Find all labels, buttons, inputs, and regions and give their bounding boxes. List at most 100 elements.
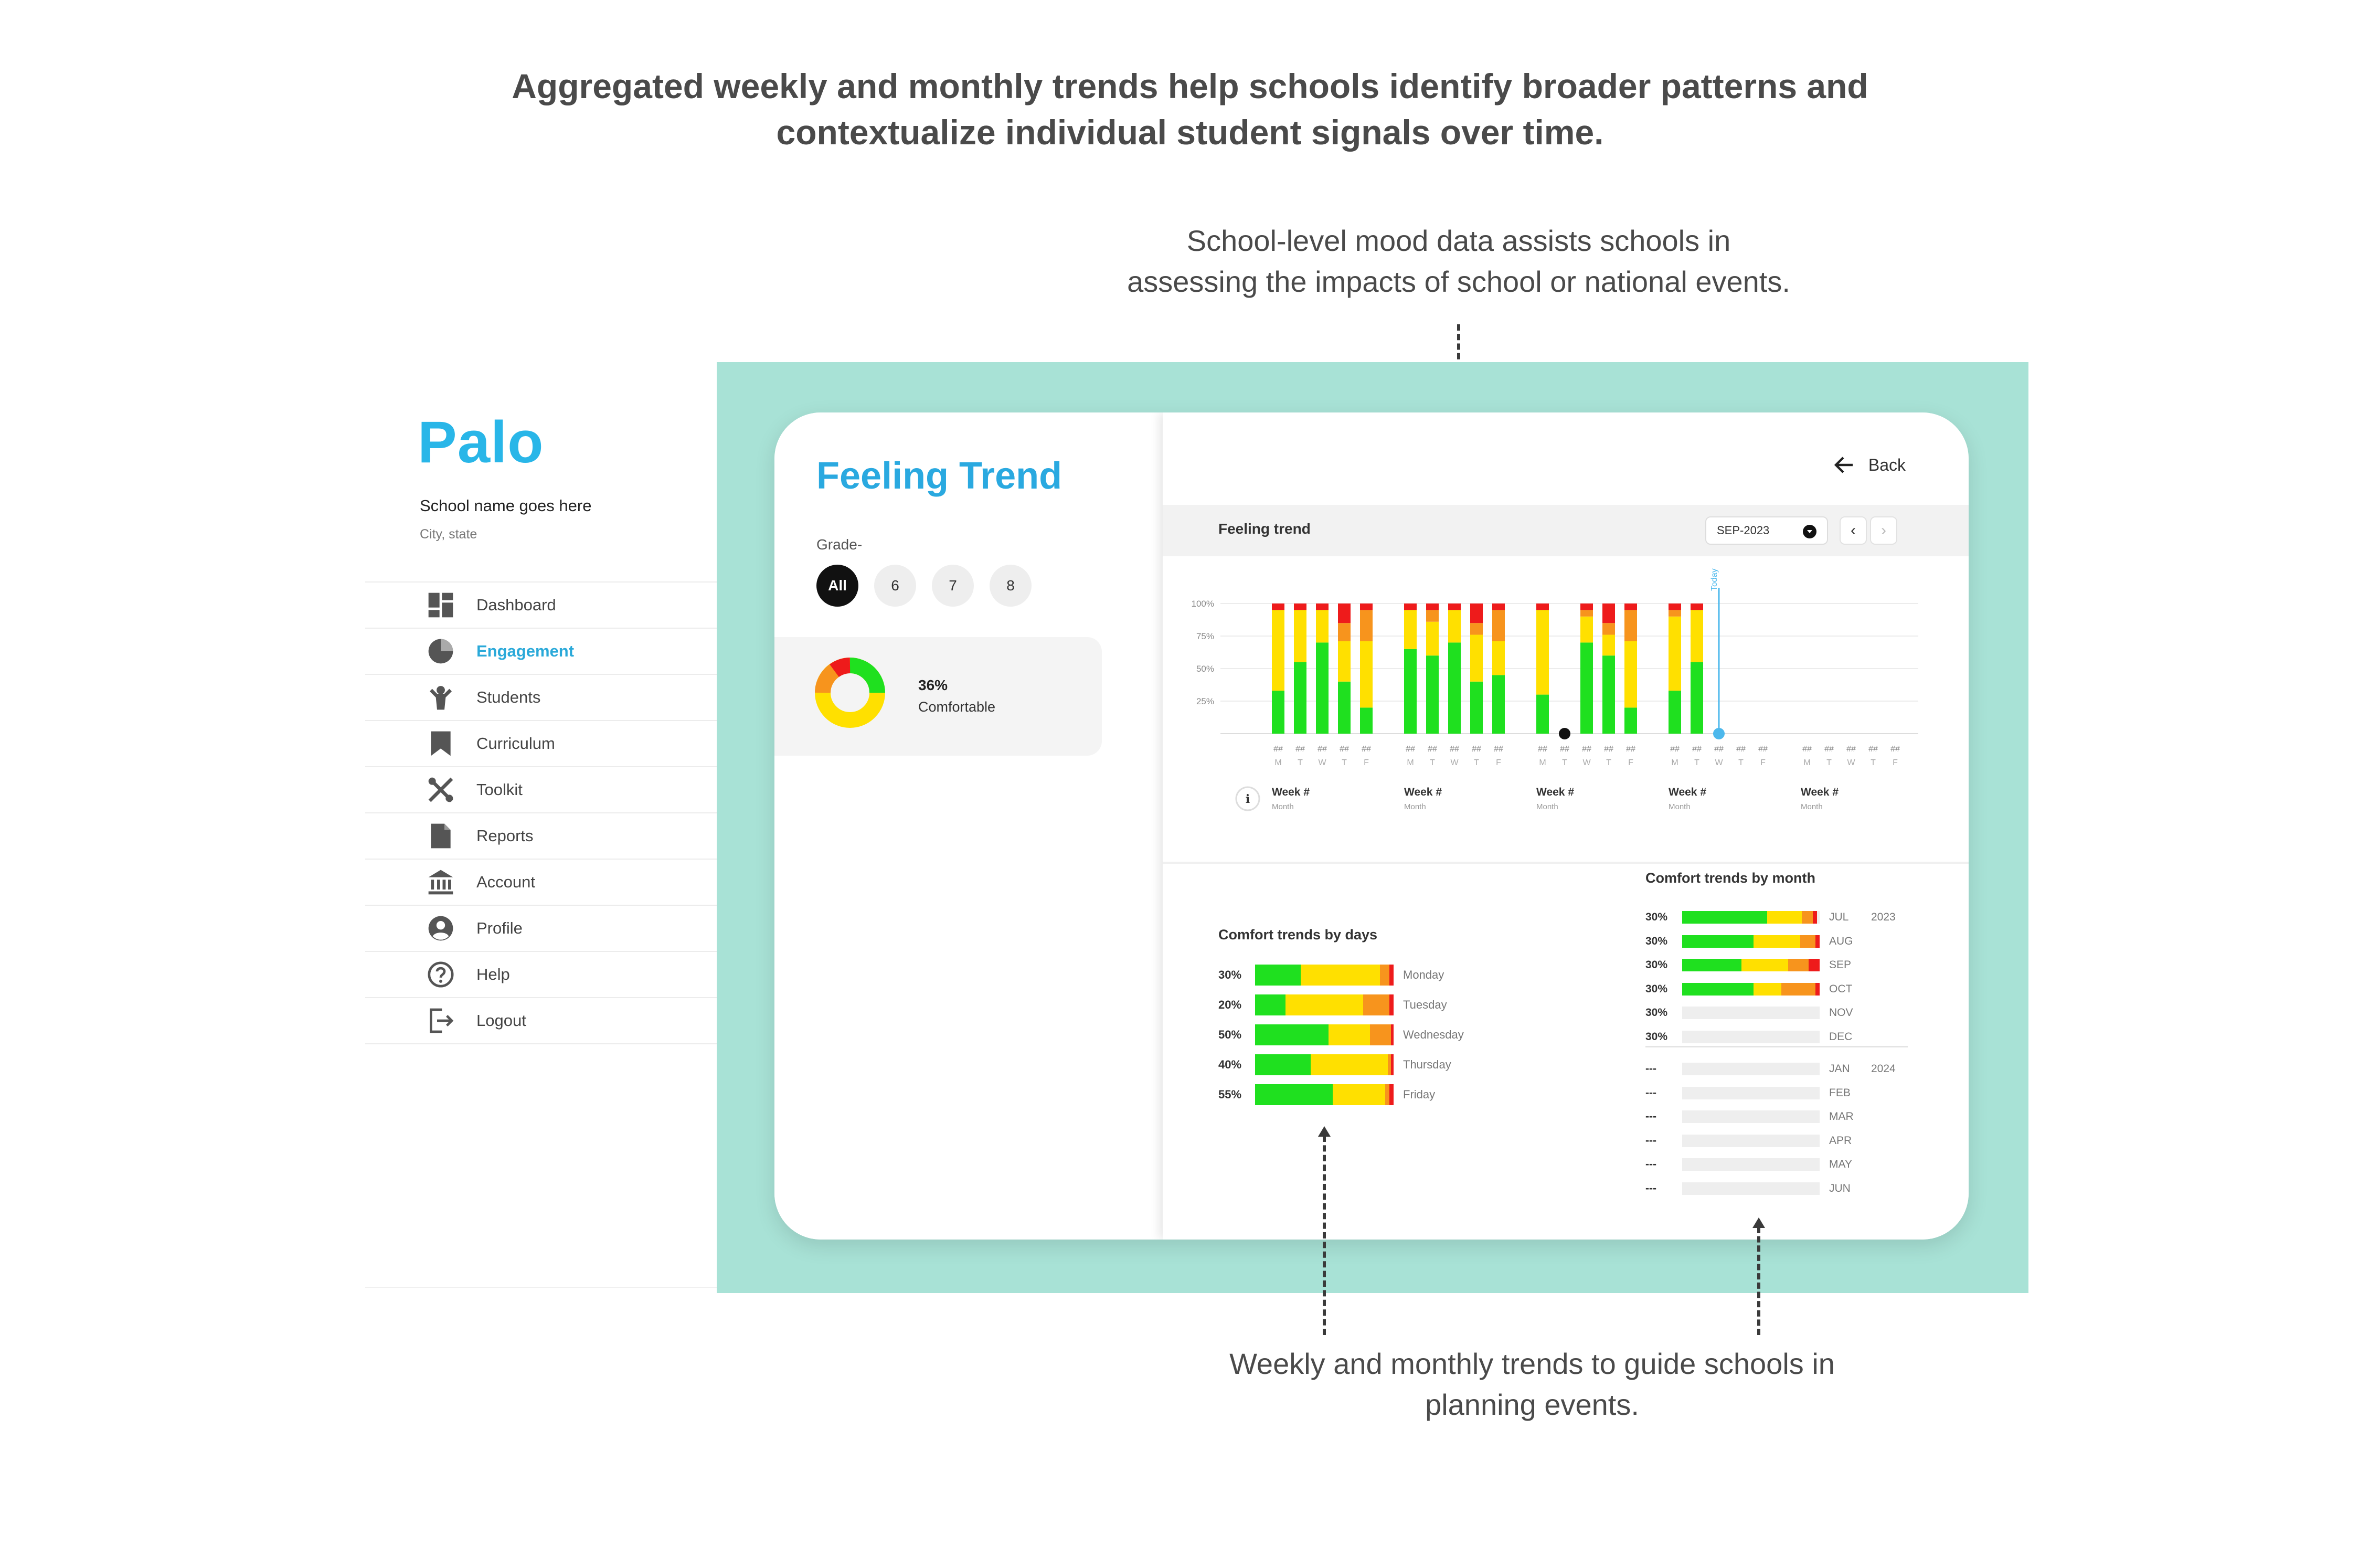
comfort-month-bar	[1682, 911, 1820, 924]
bar-segment-red	[1448, 603, 1461, 610]
bar-segment-yellow	[1492, 641, 1505, 675]
sidebar-item-account[interactable]: Account	[365, 860, 717, 906]
grade-chip-7[interactable]: 7	[932, 565, 974, 607]
comfort-month-row: 30% DEC	[1645, 1030, 1871, 1044]
feeling-trend-header: Feeling trend SEP-2023 ‹ ›	[1163, 505, 1969, 556]
bar-segment-orange	[1360, 610, 1373, 641]
sidebar-item-label: Logout	[476, 1011, 526, 1030]
sidebar-item-curriculum[interactable]: Curriculum	[365, 721, 717, 767]
bar-segment-red	[1669, 603, 1681, 610]
bar-segment-green	[1492, 675, 1505, 734]
bar-segment-orange	[1669, 610, 1681, 617]
sidebar-item-students[interactable]: Students	[365, 675, 717, 721]
comfort-month-bar	[1682, 1030, 1820, 1043]
bar-segment-red	[1389, 1084, 1394, 1105]
bar-value-label: ##	[1538, 745, 1547, 754]
bar-segment-yellow	[1426, 621, 1439, 656]
bar-segment-red	[1389, 965, 1394, 986]
month-select[interactable]: SEP-2023	[1705, 516, 1828, 545]
comfort-day-label: Friday	[1403, 1088, 1436, 1101]
bar-segment-green	[1624, 707, 1637, 734]
bar-value-label: ##	[1494, 745, 1503, 754]
grade-chip-all[interactable]: All	[816, 565, 858, 607]
logout-icon	[425, 1005, 456, 1036]
bar-segment-red	[1360, 603, 1373, 610]
today-marker	[1713, 728, 1725, 739]
bar-segment-red	[1602, 603, 1615, 623]
day-label: W	[1318, 758, 1326, 767]
sidebar-item-toolkit[interactable]: Toolkit	[365, 767, 717, 813]
sidebar-item-engagement[interactable]: Engagement	[365, 629, 717, 675]
bar-value-label: ##	[1824, 745, 1834, 754]
feeling-trend-chart: 100% 75% 50% 25% ## M ## T ## W ## T ## F Week # Month #…	[1192, 568, 1918, 811]
bar-segment-green	[1338, 681, 1351, 734]
comfort-month-label: JUN	[1829, 1182, 1851, 1194]
bar-segment-green	[1682, 935, 1754, 948]
bar-segment-red	[1390, 1054, 1394, 1075]
bar-segment-orange	[1370, 1024, 1391, 1045]
bar-segment-yellow	[1767, 911, 1802, 924]
bar-value-label: ##	[1736, 745, 1746, 754]
bar-segment-yellow	[1741, 959, 1788, 971]
bar-segment-red	[1338, 603, 1351, 623]
feeling-left-pane: Feeling Trend Grade- All 6 7 8 36% Comfo…	[774, 412, 1163, 1240]
bar-segment-yellow	[1754, 982, 1781, 996]
headline: Aggregated weekly and monthly trends hel…	[0, 63, 2380, 155]
sidebar-item-help[interactable]: Help	[365, 952, 717, 998]
comfort-month-label: JUL	[1829, 911, 1849, 923]
comfort-month-label: DEC	[1829, 1030, 1853, 1043]
bar-segment-orange	[1426, 610, 1439, 622]
mood-summary-card[interactable]: 36% Comfortable	[774, 637, 1102, 756]
info-button[interactable]	[1235, 786, 1260, 811]
prev-period-button[interactable]: ‹	[1840, 516, 1867, 545]
day-label: W	[1450, 758, 1459, 767]
comfort-month-label: AUG	[1829, 935, 1853, 947]
bar-segment-yellow	[1754, 935, 1801, 948]
sidebar-item-profile[interactable]: Profile	[365, 906, 717, 952]
sidebar-item-label: Reports	[476, 827, 534, 845]
next-period-button[interactable]: ›	[1870, 516, 1897, 545]
bar-segment-green	[1470, 681, 1483, 734]
bar-segment-yellow	[1360, 641, 1373, 708]
sidebar-item-label: Dashboard	[476, 596, 556, 614]
day-label: T	[1562, 758, 1567, 767]
sidebar-item-logout[interactable]: Logout	[365, 998, 717, 1044]
mood-percent: 36%	[918, 677, 948, 693]
sidebar-item-dashboard[interactable]: Dashboard	[365, 583, 717, 629]
bar-segment-red	[1294, 603, 1306, 610]
day-label: W	[1847, 758, 1855, 767]
bar-segment-orange	[1624, 610, 1637, 641]
day-label: F	[1364, 758, 1369, 767]
grade-chip-8[interactable]: 8	[990, 565, 1032, 607]
bar-segment-yellow	[1310, 1054, 1388, 1075]
bar-segment-yellow	[1272, 610, 1284, 691]
comfort-month-percent: 30%	[1645, 959, 1668, 971]
grade-chip-6[interactable]: 6	[874, 565, 916, 607]
bar-segment-green	[1255, 1054, 1311, 1075]
sidebar-item-label: Help	[476, 965, 510, 983]
pie-chart-icon	[425, 636, 456, 667]
bar-value-label: ##	[1428, 745, 1437, 754]
headline-line-1: Aggregated weekly and monthly trends hel…	[512, 67, 1868, 105]
comfort-month-bar	[1682, 982, 1820, 996]
sidebar-item-reports[interactable]: Reports	[365, 813, 717, 860]
palo-logo[interactable]: Palo	[418, 409, 544, 475]
annotation-bottom-line-2: planning events.	[1425, 1388, 1639, 1421]
day-label: F	[1760, 758, 1766, 767]
day-label: F	[1496, 758, 1501, 767]
day-label: M	[1671, 758, 1678, 767]
back-button[interactable]: Back	[1832, 452, 1906, 478]
bar-segment-orange	[1801, 911, 1813, 924]
bar-segment-green	[1316, 642, 1329, 734]
bar-segment-yellow	[1580, 616, 1593, 643]
comfort-month-title: Comfort trends by month	[1645, 870, 1815, 886]
comfort-month-row: 30% OCT	[1645, 982, 1871, 997]
year-divider	[1645, 1046, 1908, 1047]
bar-value-label: ##	[1670, 745, 1680, 754]
bar-segment-yellow	[1448, 610, 1461, 643]
week-sublabel: Month	[1404, 802, 1426, 811]
bar-value-label: ##	[1450, 745, 1459, 754]
bar-segment-red	[1812, 911, 1817, 924]
bar-segment-yellow	[1316, 610, 1329, 643]
bar-segment-green	[1682, 959, 1741, 971]
